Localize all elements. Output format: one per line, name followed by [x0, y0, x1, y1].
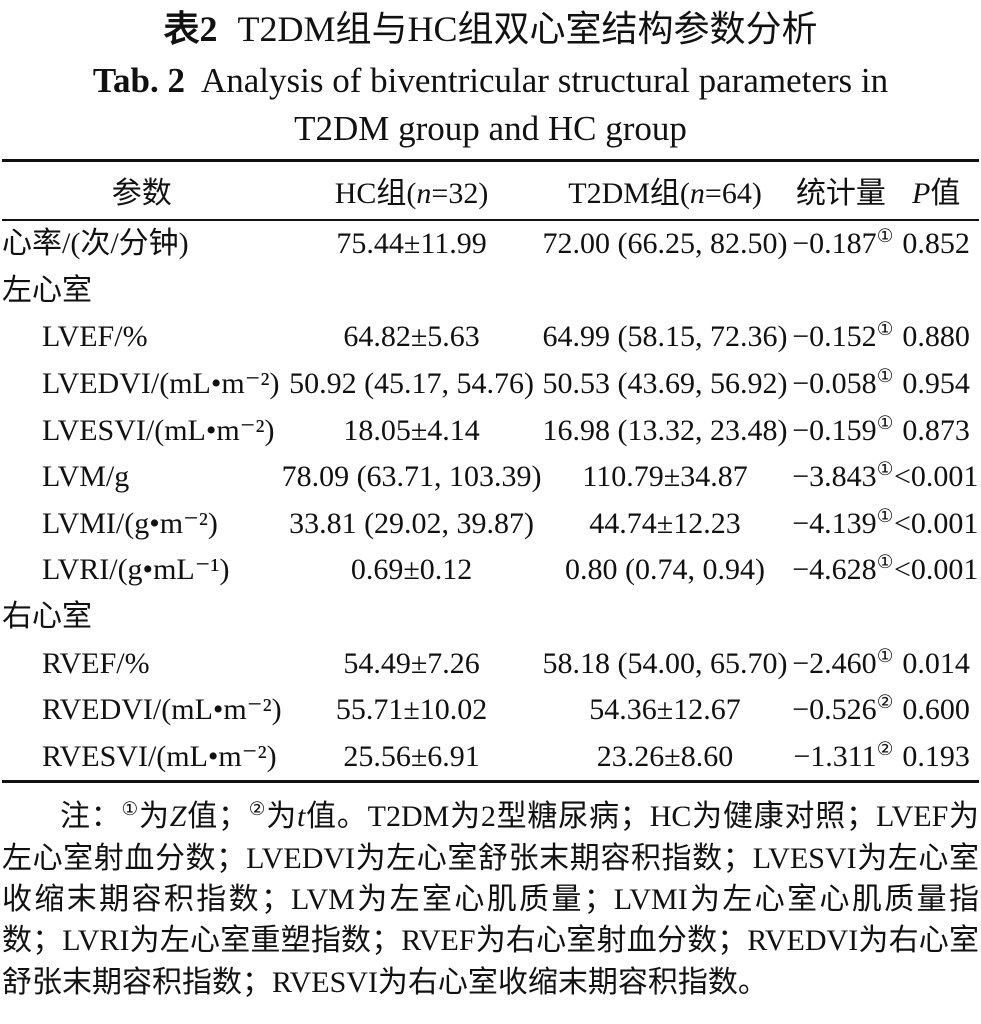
- section-label: 左心室: [2, 273, 92, 307]
- parameter-cell: LVMI/(g•m⁻²): [42, 506, 218, 540]
- hc-value-cell: 0.69±0.12: [350, 553, 473, 587]
- table-number-chinese: 表2: [163, 9, 218, 49]
- p-value-cell: 0.852: [902, 227, 970, 261]
- p-value-cell: <0.001: [893, 553, 979, 587]
- p-value-cell: 0.193: [902, 739, 970, 773]
- paper-table-figure: 表2 T2DM组与HC组双心室结构参数分析 Tab. 2 Analysis of b…: [0, 8, 981, 1003]
- hc-value-cell: 64.82±5.63: [343, 320, 480, 354]
- table-footnote: 注：①为Z值；②为t值。T2DM为2型糖尿病；HC为健康对照；LVEF为左心室射…: [2, 799, 980, 999]
- statistic-cell: −4.628①: [792, 552, 894, 587]
- hc-value-cell: 55.71±10.02: [335, 693, 488, 727]
- parameter-cell: LVM/g: [42, 460, 130, 494]
- col-header-t2dm-group: T2DM组(n=64): [541, 160, 789, 222]
- footnote-marker: ①: [876, 319, 894, 341]
- footnote-marker: ①: [876, 505, 894, 527]
- statistic-cell: −0.526②: [792, 692, 894, 727]
- t2dm-value-cell: 23.26±8.60: [596, 739, 734, 773]
- t2dm-value-cell: 54.36±12.67: [589, 693, 741, 727]
- col-header-hc-group: HC组(n=32): [281, 160, 542, 222]
- p-value-cell: <0.001: [893, 506, 979, 540]
- p-value-cell: 0.600: [902, 693, 970, 727]
- footnote-marker: ①: [876, 645, 894, 667]
- footnote-marker: ①: [876, 552, 894, 574]
- t2dm-value-cell: 16.98 (13.32, 23.48): [542, 413, 788, 447]
- statistic-cell: −0.152①: [792, 319, 894, 354]
- col-header-parameter: 参数: [2, 160, 282, 222]
- statistic-cell: −3.843①: [792, 459, 894, 494]
- t2dm-value-cell: 0.80 (0.74, 0.94): [565, 553, 766, 587]
- p-value-cell: 0.014: [902, 646, 970, 680]
- parameter-cell: RVEF/%: [42, 646, 150, 680]
- statistic-cell: −0.058①: [792, 365, 894, 400]
- hc-value-cell: 50.92 (45.17, 54.76): [289, 366, 535, 400]
- parameter-cell: LVRI/(g•mL⁻¹): [42, 553, 230, 587]
- section-label: 右心室: [2, 599, 92, 633]
- parameter-cell: 心率/(次/分钟): [2, 227, 189, 261]
- table-header-row: 参数 HC组(n=32) T2DM组(n=64) 统计量 P值: [2, 160, 979, 222]
- footnote-marker: ①: [876, 226, 894, 248]
- table-row-lvmi: LVMI/(g•m⁻²) 33.81 (29.02, 39.87) 44.74±…: [2, 501, 979, 548]
- table-row-lvedvi: LVEDVI/(mL•m⁻²) 50.92 (45.17, 54.76) 50.…: [2, 361, 979, 408]
- t2dm-value-cell: 50.53 (43.69, 56.92): [542, 366, 788, 400]
- t2dm-value-cell: 64.99 (58.15, 72.36): [542, 320, 788, 354]
- col-header-statistic: 统计量: [788, 160, 894, 222]
- hc-value-cell: 75.44±11.99: [336, 227, 487, 261]
- table-row-lvm: LVM/g 78.09 (63.71, 103.39) 110.79±34.87…: [2, 454, 979, 501]
- p-value-cell: 0.880: [902, 320, 970, 354]
- section-row-left-ventricle: 左心室: [2, 268, 979, 315]
- hc-value-cell: 25.56±6.91: [343, 739, 480, 773]
- t2dm-value-cell: 110.79±34.87: [582, 460, 748, 494]
- table-number-english: Tab. 2: [92, 61, 185, 101]
- table-title-chinese-text: T2DM组与HC组双心室结构参数分析: [237, 9, 818, 49]
- t2dm-value-cell: 72.00 (66.25, 82.50): [542, 227, 788, 261]
- table-row-lvef: LVEF/% 64.82±5.63 64.99 (58.15, 72.36) −…: [2, 314, 979, 361]
- statistic-cell: −4.139①: [792, 505, 894, 540]
- statistic-cell: −2.460①: [792, 645, 894, 680]
- section-row-right-ventricle: 右心室: [2, 594, 979, 641]
- footnote-marker: ①: [876, 412, 894, 434]
- table-row-lvri: LVRI/(g•mL⁻¹) 0.69±0.12 0.80 (0.74, 0.94…: [2, 547, 979, 594]
- table-row-heart-rate: 心率/(次/分钟) 75.44±11.99 72.00 (66.25, 82.5…: [2, 220, 979, 268]
- p-value-cell: 0.873: [902, 413, 970, 447]
- table-title-english-line1: Tab. 2 Analysis of biventricular structur…: [2, 60, 979, 102]
- col-header-p-value: P值: [893, 160, 979, 222]
- statistic-cell: −0.159①: [792, 412, 894, 447]
- parameter-cell: LVESVI/(mL•m⁻²): [42, 413, 275, 447]
- p-value-cell: 0.954: [902, 366, 970, 400]
- table-row-rvedvi: RVEDVI/(mL•m⁻²) 55.71±10.02 54.36±12.67 …: [2, 687, 979, 734]
- hc-value-cell: 78.09 (63.71, 103.39): [281, 460, 542, 494]
- hc-value-cell: 18.05±4.14: [343, 413, 480, 447]
- p-value-cell: <0.001: [893, 460, 979, 494]
- table-row-lvesvi: LVESVI/(mL•m⁻²) 18.05±4.14 16.98 (13.32,…: [2, 408, 979, 455]
- statistic-cell: −1.311②: [793, 738, 894, 773]
- footnote-marker: ①: [876, 459, 894, 481]
- footnote-marker: ②: [876, 738, 894, 760]
- table-title-english-text: Analysis of biventricular structural par…: [200, 61, 889, 101]
- hc-value-cell: 54.49±7.26: [343, 646, 480, 680]
- hc-value-cell: 33.81 (29.02, 39.87): [289, 506, 535, 540]
- statistic-cell: −0.187①: [792, 226, 894, 261]
- t2dm-value-cell: 58.18 (54.00, 65.70): [542, 646, 788, 680]
- table-row-rvef: RVEF/% 54.49±7.26 58.18 (54.00, 65.70) −…: [2, 641, 979, 688]
- parameter-cell: LVEDVI/(mL•m⁻²): [42, 366, 280, 400]
- parameters-table: 参数 HC组(n=32) T2DM组(n=64) 统计量 P值 心率/(次/分钟…: [2, 159, 979, 784]
- t2dm-value-cell: 44.74±12.23: [589, 506, 741, 540]
- table-row-rvesvi: RVESVI/(mL•m⁻²) 25.56±6.91 23.26±8.60 −1…: [2, 734, 979, 782]
- parameter-cell: LVEF/%: [42, 320, 148, 354]
- parameter-cell: RVESVI/(mL•m⁻²): [42, 739, 277, 773]
- table-title-english-line2: T2DM group and HC group: [294, 109, 687, 149]
- footnote-marker: ②: [876, 692, 894, 714]
- parameter-cell: RVEDVI/(mL•m⁻²): [42, 693, 282, 727]
- table-title-chinese: 表2 T2DM组与HC组双心室结构参数分析: [2, 8, 979, 51]
- footnote-marker: ①: [876, 365, 894, 387]
